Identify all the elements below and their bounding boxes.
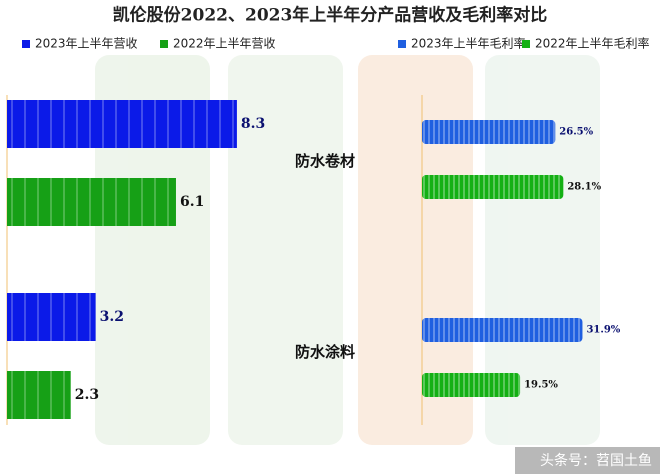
value-label: 6.1 [180, 194, 204, 210]
value-label: 26.5% [559, 127, 593, 138]
bar-texture [7, 371, 71, 419]
legend-label: 2023年上半年毛利率 [411, 36, 526, 51]
value-label: 19.5% [524, 380, 558, 391]
legend-label: 2023年上半年营收 [35, 37, 138, 51]
legend-swatch [398, 40, 406, 48]
category-label: 防水涂料 [295, 343, 355, 361]
value-label: 31.9% [586, 325, 620, 336]
bar-texture [7, 100, 237, 148]
legend-swatch [522, 40, 530, 48]
bar-texture [422, 373, 521, 397]
bar-texture [422, 175, 564, 199]
bar-texture [7, 178, 176, 226]
bar-texture [7, 293, 96, 341]
value-label: 3.2 [100, 309, 124, 325]
watermark-bg [515, 447, 660, 474]
background-products [95, 55, 600, 445]
bar-texture [422, 318, 583, 342]
legend-swatch [160, 40, 168, 48]
value-label: 2.3 [75, 387, 99, 403]
watermark: 头条号：苕国土鱼 [540, 452, 652, 469]
legend-swatch [22, 40, 30, 48]
chart-title: 凯伦股份2022、2023年上半年分产品营收及毛利率对比 [113, 5, 548, 26]
category-label: 防水卷材 [295, 152, 355, 170]
legend-label: 2022年上半年营收 [173, 37, 276, 51]
value-label: 8.3 [241, 116, 265, 132]
value-label: 28.1% [567, 182, 601, 193]
legend-label: 2022年上半年毛利率 [535, 36, 650, 51]
bar-texture [422, 120, 556, 144]
